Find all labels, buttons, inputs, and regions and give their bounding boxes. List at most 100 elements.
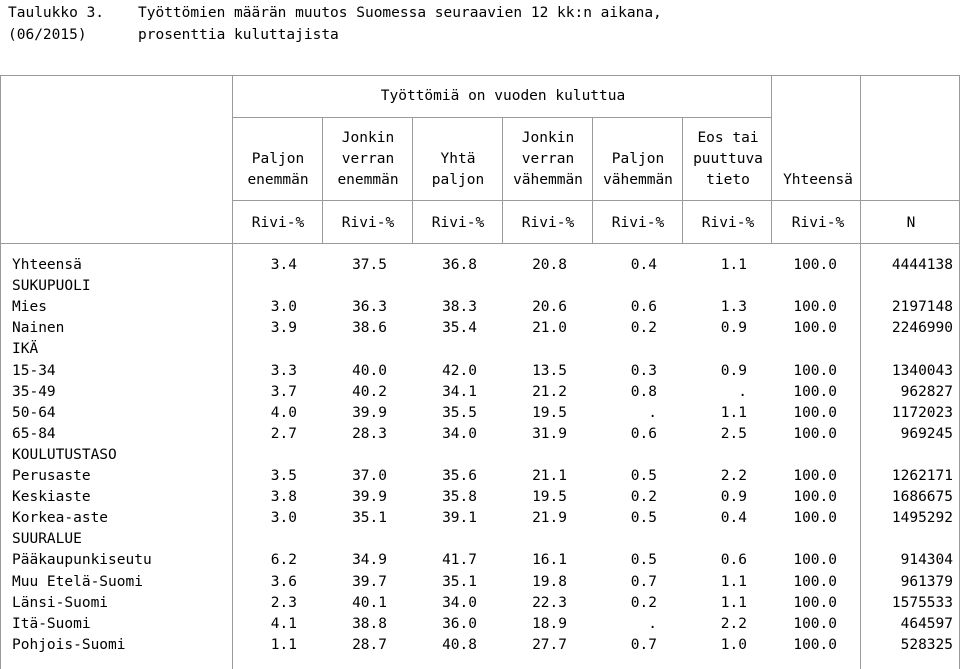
table-cell: 39.7	[352, 574, 387, 590]
unit-header: Rivi-%	[521, 215, 575, 231]
table-cell: 0.9	[720, 320, 747, 336]
column-header: vähemmän	[513, 172, 583, 188]
table-cell: 100.0	[793, 489, 837, 505]
table-cell: 100.0	[793, 320, 837, 336]
table-cell: 34.9	[352, 552, 387, 568]
table-cell: 0.5	[630, 510, 657, 526]
table-cell: 100.0	[793, 552, 837, 568]
column-header: tieto	[706, 172, 750, 188]
table-cell: 36.3	[352, 299, 387, 315]
table-cell: 38.6	[352, 320, 387, 336]
table-cell: 4.1	[270, 616, 297, 632]
table-cell: 4.0	[270, 405, 297, 421]
table-cell: 36.8	[442, 257, 477, 273]
column-header: vähemmän	[603, 172, 673, 188]
table-cell: 40.8	[442, 637, 477, 653]
row-label: Itä-Suomi	[12, 616, 91, 632]
table-cell: 0.6	[630, 426, 657, 442]
table-cell: 35.4	[442, 320, 477, 336]
column-header: Jonkin	[341, 130, 395, 146]
row-label: KOULUTUSTASO	[12, 447, 117, 463]
row-label: Pohjois-Suomi	[12, 637, 126, 653]
unit-header: Rivi-%	[791, 215, 845, 231]
group-header: Työttömiä on vuoden kuluttua	[380, 88, 626, 104]
table-cell: 3.6	[270, 574, 297, 590]
table-cell: 37.0	[352, 468, 387, 484]
table-cell: 37.5	[352, 257, 387, 273]
table-cell: 100.0	[793, 299, 837, 315]
table-cell: 3.5	[270, 468, 297, 484]
table-cell: 528325	[900, 637, 953, 653]
row-label: 15-34	[12, 363, 56, 379]
table-cell: 34.0	[442, 595, 477, 611]
table-cell: 100.0	[793, 595, 837, 611]
unit-header: Rivi-%	[341, 215, 395, 231]
table-cell: 3.7	[270, 384, 297, 400]
title-text: Työttömien määrän muutos Suomessa seuraa…	[138, 5, 662, 21]
table-cell: 38.8	[352, 616, 387, 632]
table-cell: 19.5	[532, 405, 567, 421]
table-title: Taulukko 3. Työttömien määrän muutos Suo…	[8, 2, 662, 46]
row-label: Pääkaupunkiseutu	[12, 552, 152, 568]
table-cell: 1.1	[270, 637, 297, 653]
row-label: Korkea-aste	[12, 510, 109, 526]
table-cell: 0.9	[720, 489, 747, 505]
table-cell: 3.0	[270, 510, 297, 526]
table-cell: 0.4	[630, 257, 657, 273]
table-period: (06/2015)	[8, 27, 87, 43]
column-header: verran	[341, 151, 395, 167]
table-cell: .	[738, 384, 747, 400]
table-cell: 1.0	[720, 637, 747, 653]
table-cell: 35.8	[442, 489, 477, 505]
table-cell: 20.6	[532, 299, 567, 315]
table-cell: 39.9	[352, 489, 387, 505]
row-label: 35-49	[12, 384, 56, 400]
table-cell: 0.2	[630, 320, 657, 336]
table-cell: 914304	[900, 552, 953, 568]
table-cell: 100.0	[793, 405, 837, 421]
table-cell: 100.0	[793, 468, 837, 484]
row-label: IKÄ	[12, 341, 39, 357]
row-label: Länsi-Suomi	[12, 595, 109, 611]
table-cell: 0.9	[720, 363, 747, 379]
row-label: Nainen	[12, 320, 65, 336]
column-header: Jonkin	[521, 130, 575, 146]
table-cell: 2.2	[720, 468, 747, 484]
table-cell: 35.1	[442, 574, 477, 590]
table-cell: 0.7	[630, 637, 657, 653]
column-header: verran	[521, 151, 575, 167]
table-cell: 31.9	[532, 426, 567, 442]
table-cell: 21.1	[532, 468, 567, 484]
table-cell: 100.0	[793, 384, 837, 400]
table-cell: 34.0	[442, 426, 477, 442]
table-cell: 0.6	[720, 552, 747, 568]
column-header: enemmän	[247, 172, 309, 188]
row-label: SUKUPUOLI	[12, 278, 91, 294]
table-cell: 21.0	[532, 320, 567, 336]
table-cell: 0.5	[630, 468, 657, 484]
table-cell: 13.5	[532, 363, 567, 379]
column-header: Paljon	[611, 151, 665, 167]
table-cell: .	[648, 405, 657, 421]
unit-header: Rivi-%	[701, 215, 755, 231]
table-cell: 21.9	[532, 510, 567, 526]
row-label: SUURALUE	[12, 531, 82, 547]
unit-header: Rivi-%	[251, 215, 305, 231]
table-cell: 0.4	[720, 510, 747, 526]
table-cell: 100.0	[793, 616, 837, 632]
column-header: Paljon	[251, 151, 305, 167]
column-header: Yhteensä	[783, 172, 853, 188]
table-cell: 1.3	[720, 299, 747, 315]
row-label: Perusaste	[12, 468, 91, 484]
table-cell: 100.0	[793, 426, 837, 442]
table-cell: 1340043	[891, 363, 953, 379]
table-cell: 2.3	[270, 595, 297, 611]
table-cell: 27.7	[532, 637, 567, 653]
table-cell: 40.0	[352, 363, 387, 379]
table-cell: 1.1	[720, 405, 747, 421]
column-header: paljon	[431, 172, 485, 188]
table-cell: 3.3	[270, 363, 297, 379]
table-cell: 0.2	[630, 489, 657, 505]
table-cell: 0.6	[630, 299, 657, 315]
column-header: puuttuva	[693, 151, 763, 167]
